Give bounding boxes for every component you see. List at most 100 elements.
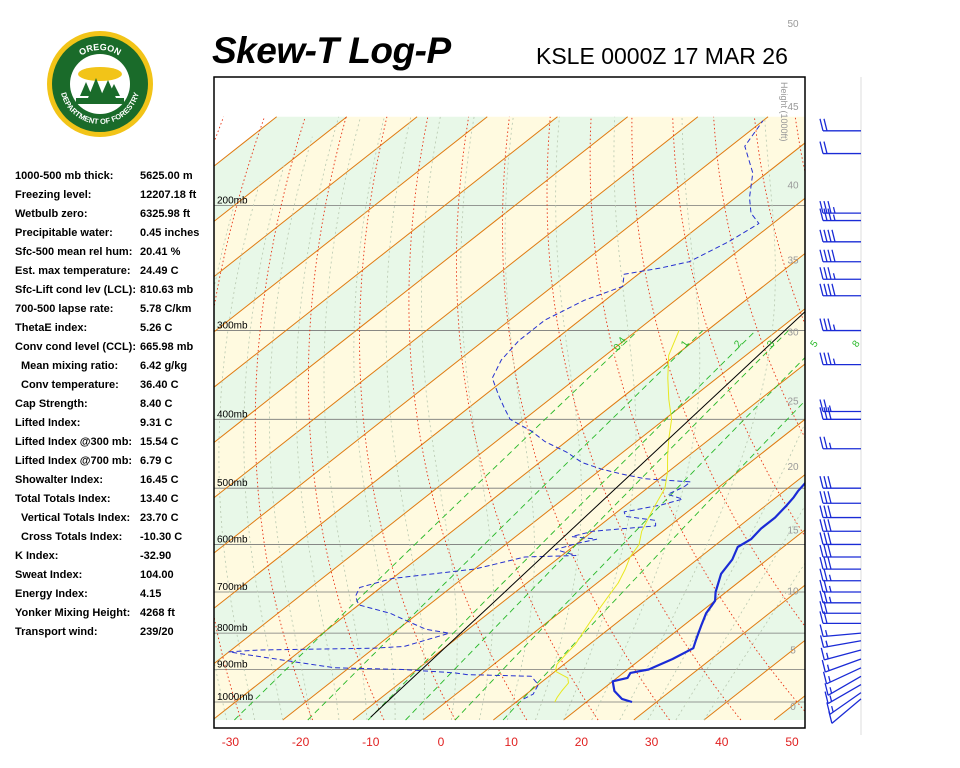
index-value: 23.70 C [140, 512, 179, 524]
temperature-tick-label: 0 [438, 735, 445, 749]
isotherm-line [633, 584, 805, 721]
dry-adiabat-line [456, 116, 599, 721]
index-value: 13.40 C [140, 493, 179, 505]
index-row: Conv temperature: 36.40 C [15, 377, 215, 396]
index-value: 6325.98 ft [140, 208, 191, 220]
moist-adiabat-line [243, 164, 285, 721]
index-row: 700-500 lapse rate: 5.78 C/km [15, 301, 215, 320]
wind-barb [819, 556, 861, 570]
pressure-label: 500mb [217, 478, 248, 489]
index-value: 4.15 [140, 588, 162, 600]
wind-barb [826, 692, 862, 715]
temperature-tick-label: 40 [715, 735, 729, 749]
dry-adiabat-line [214, 116, 225, 144]
dry-adiabat-line [877, 117, 960, 720]
index-value: 5.78 C/km [140, 303, 192, 315]
index-value: -10.30 C [140, 531, 183, 543]
wind-barb [819, 624, 862, 638]
index-value: 8.40 C [140, 398, 173, 410]
temperature-band [214, 116, 418, 277]
wind-barb [819, 476, 861, 489]
stability-indices-list: 1000-500 mb thick: 5625.00 m Freezing leve… [15, 168, 215, 643]
index-label: Est. max temperature: [15, 265, 131, 277]
pressure-label: 700mb [217, 582, 248, 593]
index-row: Freezing level: 12207.18 ft [15, 187, 215, 206]
pressure-label: 600mb [217, 534, 248, 545]
index-label: Total Totals Index: [15, 493, 111, 505]
temperature-band [214, 116, 805, 609]
temperature-tick-label: 50 [785, 735, 799, 749]
wind-barb [822, 667, 862, 685]
height-tick-label: 50 [787, 19, 799, 30]
mixing-ratio-label: 3 [765, 338, 777, 349]
isotherm-line [282, 308, 805, 721]
index-row: Est. max temperature: 24.49 C [15, 263, 215, 282]
index-label: Sfc-Lift cond lev (LCL): [15, 284, 136, 296]
moist-adiabat-line [591, 116, 701, 721]
mixing-ratio-label: 1 [679, 338, 691, 349]
temperature-tick-label: 20 [575, 735, 589, 749]
index-row: Lifted Index: 9.31 C [15, 415, 215, 434]
height-tick-label: 10 [787, 587, 799, 598]
index-row: Cross Totals Index: -10.30 C [15, 529, 215, 548]
pressure-label: 800mb [217, 623, 248, 634]
isotherm-line [563, 529, 805, 721]
index-label: 700-500 lapse rate: [15, 303, 114, 315]
pressure-label: 300mb [217, 321, 248, 332]
moist-adiabat-line [703, 562, 805, 721]
isotherm-line [214, 116, 348, 223]
moist-adiabat-line [353, 116, 396, 720]
temperature-tick-label: 30 [645, 735, 659, 749]
index-row: Conv cond level (CCL): 665.98 mb [15, 339, 215, 358]
moist-adiabat-line [535, 116, 582, 721]
index-row: Lifted Index @300 mb: 15.54 C [15, 434, 215, 453]
wind-barb [819, 318, 861, 332]
index-value: 104.00 [140, 569, 174, 581]
index-row: Transport wind: 239/20 [15, 624, 215, 643]
moist-adiabat-line [170, 221, 211, 720]
isotherm-line [214, 116, 769, 554]
index-value: 4268 ft [140, 607, 175, 619]
pressure-label: 400mb [217, 409, 248, 420]
height-tick-label: 25 [787, 396, 799, 407]
index-label: Sweat Index: [15, 569, 83, 581]
height-tick-label: 45 [787, 102, 799, 113]
index-value: 665.98 mb [140, 341, 194, 353]
index-row: Vertical Totals Index: 23.70 C [15, 510, 215, 529]
height-tick-label: 5 [790, 645, 796, 656]
index-label: Cap Strength: [15, 398, 88, 410]
wind-barb [819, 590, 861, 604]
temperature-tick-label: -20 [292, 735, 310, 749]
index-row: K Index: -32.90 [15, 548, 215, 567]
wind-barb [819, 399, 861, 413]
wind-barb [819, 249, 861, 263]
index-row: Yonker Mixing Height: 4268 ft [15, 605, 215, 624]
index-label: Yonker Mixing Height: [15, 607, 131, 619]
isotherm-line [422, 418, 805, 721]
index-row: Mean mixing ratio: 6.42 g/kg [15, 358, 215, 377]
height-tick-label: 30 [787, 328, 799, 339]
dry-adiabat-line [546, 116, 742, 721]
index-row: Sfc-Lift cond lev (LCL): 810.63 mb [15, 282, 215, 301]
isotherm-line [214, 252, 805, 720]
index-label: K Index: [15, 550, 59, 562]
height-tick-label: 35 [787, 256, 799, 267]
dewpoint-profile-line [228, 120, 764, 700]
wind-barb [819, 505, 861, 519]
mixing-ratio-line [502, 400, 805, 721]
index-label: 1000-500 mb thick: [15, 170, 114, 182]
moist-adiabat-line [323, 116, 368, 721]
index-value: 20.41 % [140, 246, 181, 258]
wind-barb [819, 635, 862, 649]
index-label: Wetbulb zero: [15, 208, 88, 220]
wind-barb [819, 407, 861, 420]
wind-barb [824, 683, 862, 705]
index-row: Total Totals Index: 13.40 C [15, 491, 215, 510]
station-time-label: KSLE 0000Z 17 MAR 26 [536, 43, 788, 69]
wind-barb [819, 436, 861, 450]
moist-adiabat-line [563, 116, 637, 721]
pressure-label: 200mb [217, 196, 248, 207]
pressure-label: 900mb [217, 659, 248, 670]
mixing-ratio-label: 8 [850, 338, 862, 349]
